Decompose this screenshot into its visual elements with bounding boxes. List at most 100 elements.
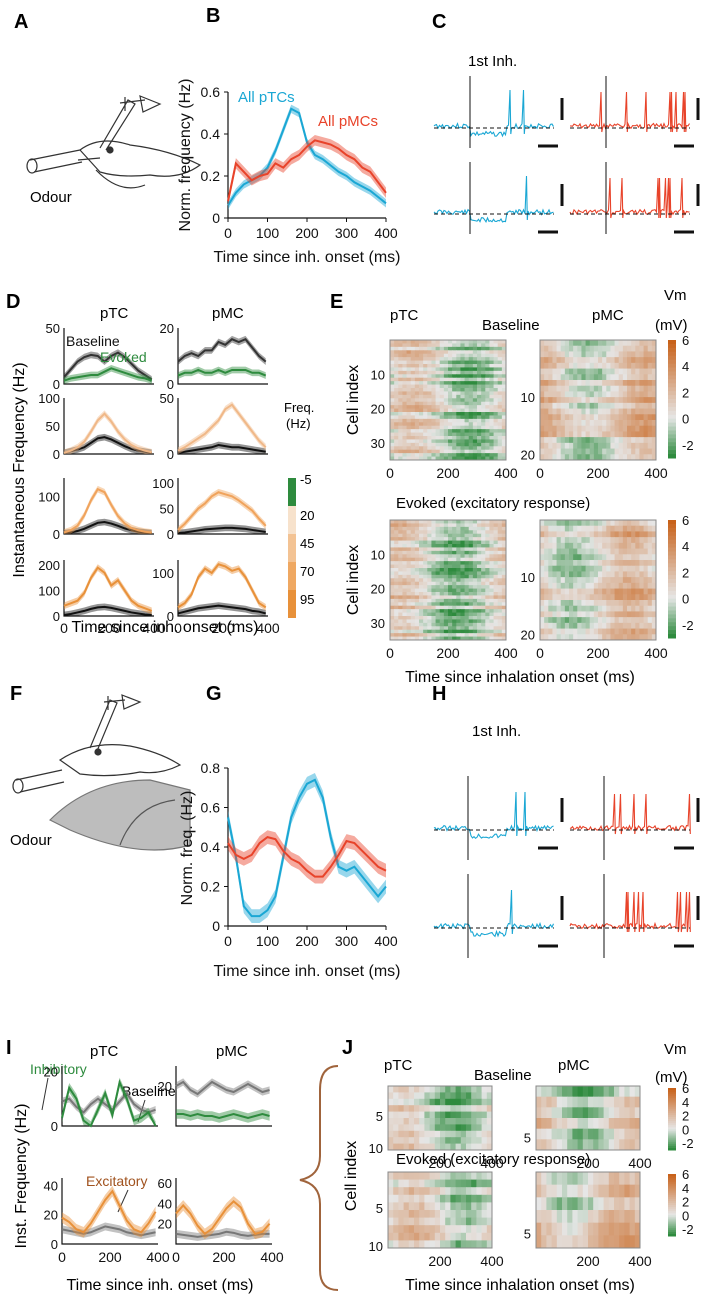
e-heat-0-cell bbox=[427, 388, 432, 392]
e-heat-2-cell bbox=[410, 550, 416, 555]
j-heat-2-cell bbox=[445, 1240, 451, 1249]
e-heat-2-cell bbox=[456, 578, 461, 583]
e-heat-0-cell bbox=[456, 374, 461, 379]
j-heat-0-cell bbox=[481, 1118, 488, 1125]
e-heat-2-cell bbox=[398, 574, 403, 579]
e-heat-2-cell bbox=[448, 554, 453, 559]
j-heat-2-cell bbox=[486, 1225, 493, 1234]
e-heat-3-cell bbox=[556, 588, 562, 595]
e-heat-2-cell bbox=[419, 523, 424, 528]
e-cbar-top-swatch bbox=[668, 340, 676, 345]
e-heat-0-cell bbox=[402, 398, 408, 403]
e-heat-1-cell bbox=[622, 391, 628, 398]
e-heat-3-cell bbox=[647, 588, 653, 595]
e-heat-2-cell bbox=[406, 595, 412, 600]
j-heat-1-cell bbox=[603, 1139, 610, 1151]
i-bottom-ptc-baseline-line bbox=[61, 1225, 156, 1237]
e-heat-0-cell bbox=[406, 350, 412, 355]
e-heat-3-cell bbox=[598, 520, 603, 527]
e-heat-1-cell bbox=[548, 420, 553, 427]
j-heat-1-cell bbox=[608, 1128, 615, 1140]
e-heat-2-cell bbox=[472, 581, 478, 586]
e-cbar-bottom-swatch bbox=[668, 543, 676, 549]
e-heat-3-cell bbox=[651, 520, 657, 527]
e-heat-1-cell bbox=[643, 402, 649, 410]
e-heat-2-cell bbox=[390, 626, 395, 631]
j-heat-1-cell bbox=[588, 1086, 594, 1098]
e-heat-0-cell bbox=[439, 449, 445, 454]
e-cbar-bottom-tick: 4 bbox=[682, 539, 689, 554]
e-heat-1-cell bbox=[602, 385, 607, 392]
e-heat-0-cell bbox=[439, 408, 445, 413]
e-heat-3-cell bbox=[606, 605, 611, 612]
e-heat-1-cell bbox=[544, 351, 549, 358]
e-heat-0-cell bbox=[402, 388, 408, 392]
e-heat-2-cell bbox=[423, 544, 428, 548]
e-heat-1-cell bbox=[569, 362, 574, 370]
e-heat-2-cell bbox=[414, 568, 420, 572]
e-heat-2-cell bbox=[472, 564, 478, 569]
e-heat-1-cell bbox=[643, 408, 649, 415]
e-heat-1-cell bbox=[589, 380, 595, 387]
e-heat-0-cell bbox=[468, 453, 474, 458]
e-heat-0-cell bbox=[419, 422, 424, 427]
j-heat-2-cell bbox=[429, 1179, 436, 1188]
e-heat-3-cell bbox=[556, 537, 562, 544]
j-heat-1-cell bbox=[614, 1139, 620, 1151]
e-heat-2-cell bbox=[423, 574, 428, 579]
e-heat-3-cell bbox=[560, 622, 566, 630]
e-heat-0-cell bbox=[485, 453, 490, 458]
g-ytick-label: 0.8 bbox=[201, 760, 221, 776]
j-heat-1-cell bbox=[608, 1096, 615, 1108]
e-heat-2-cell bbox=[501, 612, 507, 617]
e-heat-2-cell bbox=[497, 530, 503, 535]
i-ytick-label: 20 bbox=[44, 1208, 58, 1223]
e-heat-3-cell bbox=[593, 594, 599, 601]
e-heat-3-cell bbox=[610, 554, 616, 561]
e-heat-0-cell bbox=[398, 453, 403, 458]
e-heat-2-cell bbox=[448, 544, 453, 548]
b-ylabel: Norm. frequency (Hz) bbox=[177, 79, 194, 232]
e-heat-3-cell bbox=[635, 628, 640, 635]
e-xtick-label: 200 bbox=[586, 645, 610, 661]
e-heat-0-cell bbox=[477, 381, 482, 386]
e-heat-1-cell bbox=[651, 362, 657, 370]
e-heat-3-cell bbox=[647, 600, 653, 607]
e-heat-0-cell bbox=[501, 391, 507, 396]
odour-port-icon bbox=[26, 149, 83, 174]
e-heat-2-cell bbox=[493, 581, 499, 586]
e-heat-1-cell bbox=[556, 357, 562, 364]
e-heat-1-cell bbox=[631, 402, 636, 410]
e-heat-2-cell bbox=[460, 609, 466, 614]
e-heat-0-cell bbox=[443, 425, 449, 430]
e-heat-3-cell bbox=[564, 611, 570, 618]
e-heat-3-cell bbox=[577, 611, 582, 618]
j-heat-1-cell bbox=[556, 1086, 563, 1098]
e-heat-3-cell bbox=[593, 548, 599, 555]
e-heat-2-cell bbox=[456, 550, 461, 555]
j-heat-2-cell bbox=[419, 1217, 425, 1226]
e-heat-0-cell bbox=[419, 394, 424, 399]
e-heat-0-cell bbox=[452, 367, 457, 372]
e-heat-2-cell bbox=[477, 592, 482, 596]
e-heat-3-cell bbox=[651, 588, 657, 595]
e-heat-2-cell bbox=[477, 520, 482, 524]
e-heat-2-cell bbox=[394, 547, 399, 552]
d-axes bbox=[63, 398, 154, 455]
e-heat-2-cell bbox=[460, 588, 466, 593]
e-heat-0-cell bbox=[472, 429, 478, 434]
e-heat-0-cell bbox=[481, 381, 486, 386]
e-heat-0-cell bbox=[406, 412, 412, 416]
j-heat-3-cell bbox=[582, 1210, 589, 1224]
e-cbar-top-swatch bbox=[668, 399, 676, 404]
e-heat-0-cell bbox=[435, 343, 441, 348]
e-heat-0-cell bbox=[468, 374, 474, 379]
e-heat-1-cell bbox=[598, 385, 603, 392]
e-heat-0-cell bbox=[431, 398, 437, 403]
e-heat-2-cell bbox=[452, 619, 457, 624]
d-axes bbox=[63, 478, 154, 535]
e-heat-3-cell bbox=[577, 531, 582, 538]
e-heat-1-cell bbox=[643, 454, 649, 461]
j-heat-3-cell bbox=[603, 1210, 610, 1224]
